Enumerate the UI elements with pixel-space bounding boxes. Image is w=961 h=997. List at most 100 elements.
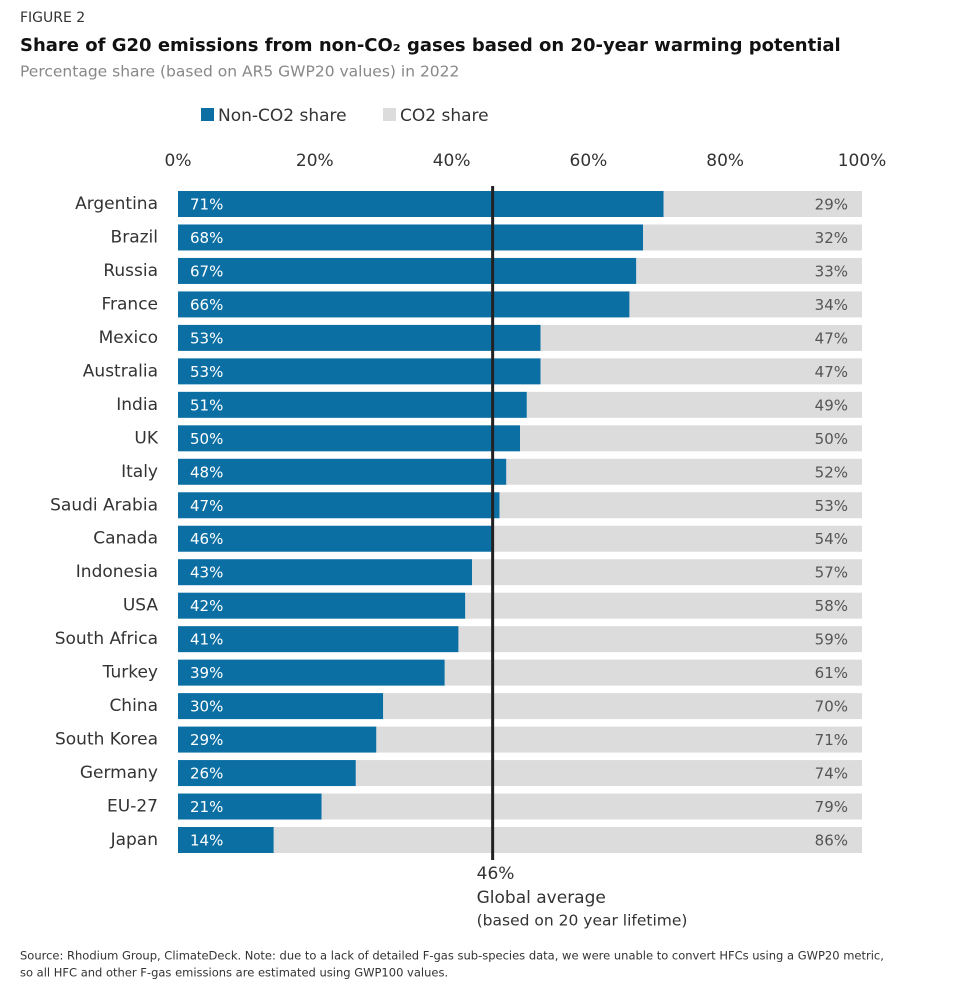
value-label: 52% [815,463,848,481]
category-label: South Africa [55,629,158,649]
category-label: UK [134,428,158,448]
value-label: 47% [815,363,848,381]
value-label: 50% [815,430,848,448]
value-label: 57% [815,564,848,582]
x-tick-label: 20% [296,151,334,171]
bar [526,391,862,418]
value-label: 49% [815,396,848,414]
category-label: Indonesia [76,562,158,582]
bar [178,793,322,820]
bar [178,492,500,519]
bar [492,525,862,552]
bar [178,291,630,318]
bar [178,525,493,552]
x-tick-label: 80% [706,151,744,171]
bar [178,191,664,217]
value-label: 32% [815,229,848,247]
bar [376,726,862,753]
category-label: Mexico [99,328,158,348]
source-note: Source: Rhodium Group, ClimateDeck. Note… [20,949,884,963]
value-label: 70% [815,698,848,716]
bar [178,659,445,686]
bar [321,793,862,820]
reference-text: Global average [477,888,606,908]
bar [273,827,862,853]
value-label: 67% [190,262,223,280]
reference-note: (based on 20 year lifetime) [477,912,688,930]
legend-swatch [201,108,214,121]
bar [178,391,527,418]
value-label: 59% [815,631,848,649]
source-note: so all HFC and other F-gas emissions are… [20,966,448,980]
category-label: France [101,294,158,314]
x-tick-label: 40% [433,151,471,171]
bar [472,559,862,586]
x-tick-label: 60% [570,151,608,171]
bar [178,760,356,787]
bar [178,257,637,284]
value-label: 47% [190,497,223,515]
category-label: Brazil [111,227,158,247]
category-label: Italy [121,462,158,482]
category-label: Australia [83,361,158,381]
bar [506,458,862,485]
chart-title: Share of G20 emissions from non-CO₂ gase… [20,35,841,56]
category-label: South Korea [55,730,158,750]
value-label: 71% [190,196,223,214]
value-label: 68% [190,229,223,247]
bar [178,358,541,385]
value-label: 21% [190,798,223,816]
bar [629,291,862,318]
value-label: 29% [190,731,223,749]
value-label: 46% [190,530,223,548]
legend-label: CO2 share [400,106,489,126]
value-label: 29% [815,196,848,214]
value-label: 26% [190,765,223,783]
value-label: 47% [815,329,848,347]
bar [178,693,384,720]
value-label: 86% [815,832,848,850]
value-label: 66% [190,296,223,314]
bar [178,425,520,452]
bar [178,626,459,653]
bar [458,626,862,653]
bar [643,224,862,251]
value-label: 42% [190,597,223,615]
category-label: Canada [93,529,158,549]
value-label: 34% [815,296,848,314]
bar [663,191,862,217]
value-label: 71% [815,731,848,749]
value-label: 54% [815,530,848,548]
value-label: 33% [815,262,848,280]
value-label: 48% [190,463,223,481]
x-tick-label: 100% [838,151,887,171]
bar [178,592,466,619]
value-label: 51% [190,396,223,414]
bar [636,257,862,284]
bar [465,592,862,619]
bar [178,827,274,853]
reference-label: 46% [477,864,515,884]
bar [178,559,473,586]
bar [520,425,862,452]
value-label: 50% [190,430,223,448]
value-label: 43% [190,564,223,582]
value-label: 61% [815,664,848,682]
value-label: 53% [815,497,848,515]
category-label: India [116,395,158,415]
category-label: USA [123,596,159,616]
bar [178,726,377,753]
bar [178,458,507,485]
chart-subtitle: Percentage share (based on AR5 GWP20 val… [20,63,459,81]
bar [444,659,862,686]
category-label: Turkey [102,663,158,683]
value-label: 41% [190,631,223,649]
x-tick-label: 0% [165,151,192,171]
category-label: Japan [110,830,158,850]
legend-swatch [383,108,396,121]
category-label: China [109,696,158,716]
value-label: 53% [190,329,223,347]
category-label: EU-27 [107,797,158,817]
bar [540,324,862,351]
